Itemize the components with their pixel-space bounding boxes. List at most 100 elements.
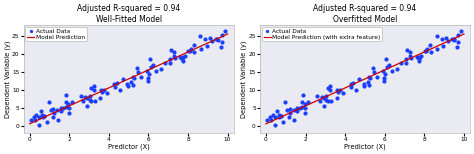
Actual Data — [457, 30, 465, 32]
Model Prediction — [208, 41, 213, 43]
Actual Data — [283, 108, 291, 111]
X-axis label: Predictor (X): Predictor (X) — [108, 143, 149, 150]
Actual Data — [84, 96, 91, 99]
Actual Data — [170, 55, 178, 58]
Actual Data — [450, 38, 457, 40]
Legend: Actual Data, Model Prediction: Actual Data, Model Prediction — [26, 27, 87, 41]
Actual Data — [41, 114, 48, 117]
Actual Data — [203, 45, 210, 47]
Actual Data — [277, 115, 284, 117]
Actual Data — [293, 110, 301, 112]
Actual Data — [190, 44, 198, 46]
Actual Data — [273, 109, 281, 112]
Actual Data — [212, 38, 219, 40]
Actual Data — [97, 89, 104, 91]
Actual Data — [263, 119, 271, 122]
Actual Data — [280, 120, 287, 123]
Actual Data — [27, 119, 35, 122]
Actual Data — [209, 39, 216, 42]
Actual Data — [333, 89, 341, 91]
Actual Data — [116, 89, 124, 92]
Actual Data — [54, 119, 61, 121]
Actual Data — [453, 46, 461, 49]
Actual Data — [31, 119, 38, 121]
Actual Data — [413, 56, 420, 58]
Actual Data — [285, 116, 292, 118]
Actual Data — [373, 76, 381, 79]
Actual Data — [445, 39, 452, 42]
Model Prediction (with extra feature) — [316, 99, 321, 101]
Actual Data — [442, 37, 450, 39]
Actual Data — [100, 89, 108, 91]
Actual Data — [299, 94, 306, 97]
Actual Data — [324, 87, 331, 89]
Actual Data — [167, 48, 174, 51]
Actual Data — [97, 97, 104, 100]
Actual Data — [415, 60, 423, 62]
Model Prediction — [35, 119, 40, 121]
Actual Data — [356, 78, 363, 80]
Actual Data — [133, 67, 141, 69]
Actual Data — [144, 77, 152, 80]
Actual Data — [266, 116, 274, 118]
Actual Data — [146, 58, 154, 60]
Actual Data — [304, 101, 312, 103]
Actual Data — [379, 70, 387, 73]
Actual Data — [62, 106, 69, 108]
Actual Data — [166, 62, 173, 64]
Actual Data — [402, 58, 410, 60]
Actual Data — [328, 99, 335, 102]
Actual Data — [218, 34, 226, 36]
Title: Adjusted R-squared = 0.94
Well-Fitted Model: Adjusted R-squared = 0.94 Well-Fitted Mo… — [77, 4, 180, 24]
Actual Data — [275, 113, 283, 116]
Actual Data — [214, 39, 222, 41]
Actual Data — [448, 38, 456, 40]
Actual Data — [415, 57, 422, 59]
Actual Data — [185, 50, 192, 52]
Actual Data — [365, 76, 373, 79]
Actual Data — [179, 56, 187, 59]
Actual Data — [124, 83, 131, 85]
Actual Data — [403, 48, 411, 51]
Actual Data — [50, 112, 58, 114]
Actual Data — [393, 68, 401, 70]
Actual Data — [313, 95, 321, 97]
Line: Model Prediction: Model Prediction — [30, 34, 228, 124]
Actual Data — [113, 81, 120, 84]
Actual Data — [316, 100, 323, 102]
Actual Data — [33, 113, 40, 116]
Actual Data — [421, 50, 428, 52]
Actual Data — [119, 78, 127, 80]
Actual Data — [218, 41, 225, 43]
Actual Data — [370, 67, 377, 69]
Actual Data — [271, 124, 279, 126]
Actual Data — [353, 89, 360, 92]
Actual Data — [206, 37, 213, 39]
Model Prediction (with extra feature) — [461, 33, 467, 35]
Actual Data — [57, 110, 64, 112]
Actual Data — [339, 92, 346, 94]
Actual Data — [450, 39, 458, 41]
Model Prediction — [215, 38, 220, 39]
Actual Data — [111, 86, 119, 88]
Actual Data — [86, 99, 94, 101]
Model Prediction (with extra feature) — [300, 106, 306, 108]
Actual Data — [62, 101, 70, 103]
Model Prediction (with extra feature) — [263, 123, 269, 125]
Actual Data — [64, 102, 72, 105]
Actual Data — [385, 64, 393, 67]
Actual Data — [103, 92, 110, 94]
Actual Data — [424, 48, 431, 50]
Title: Adjusted R-squared = 0.94
Overfitted Model: Adjusted R-squared = 0.94 Overfitted Mod… — [313, 4, 417, 24]
Actual Data — [197, 48, 205, 50]
Actual Data — [347, 86, 355, 88]
Model Prediction — [27, 123, 33, 125]
Actual Data — [171, 56, 178, 59]
Model Prediction (with extra feature) — [444, 41, 450, 43]
Actual Data — [145, 73, 153, 75]
Actual Data — [143, 70, 151, 73]
Actual Data — [145, 79, 152, 82]
Actual Data — [434, 48, 441, 50]
Actual Data — [318, 96, 325, 99]
Actual Data — [381, 73, 389, 75]
